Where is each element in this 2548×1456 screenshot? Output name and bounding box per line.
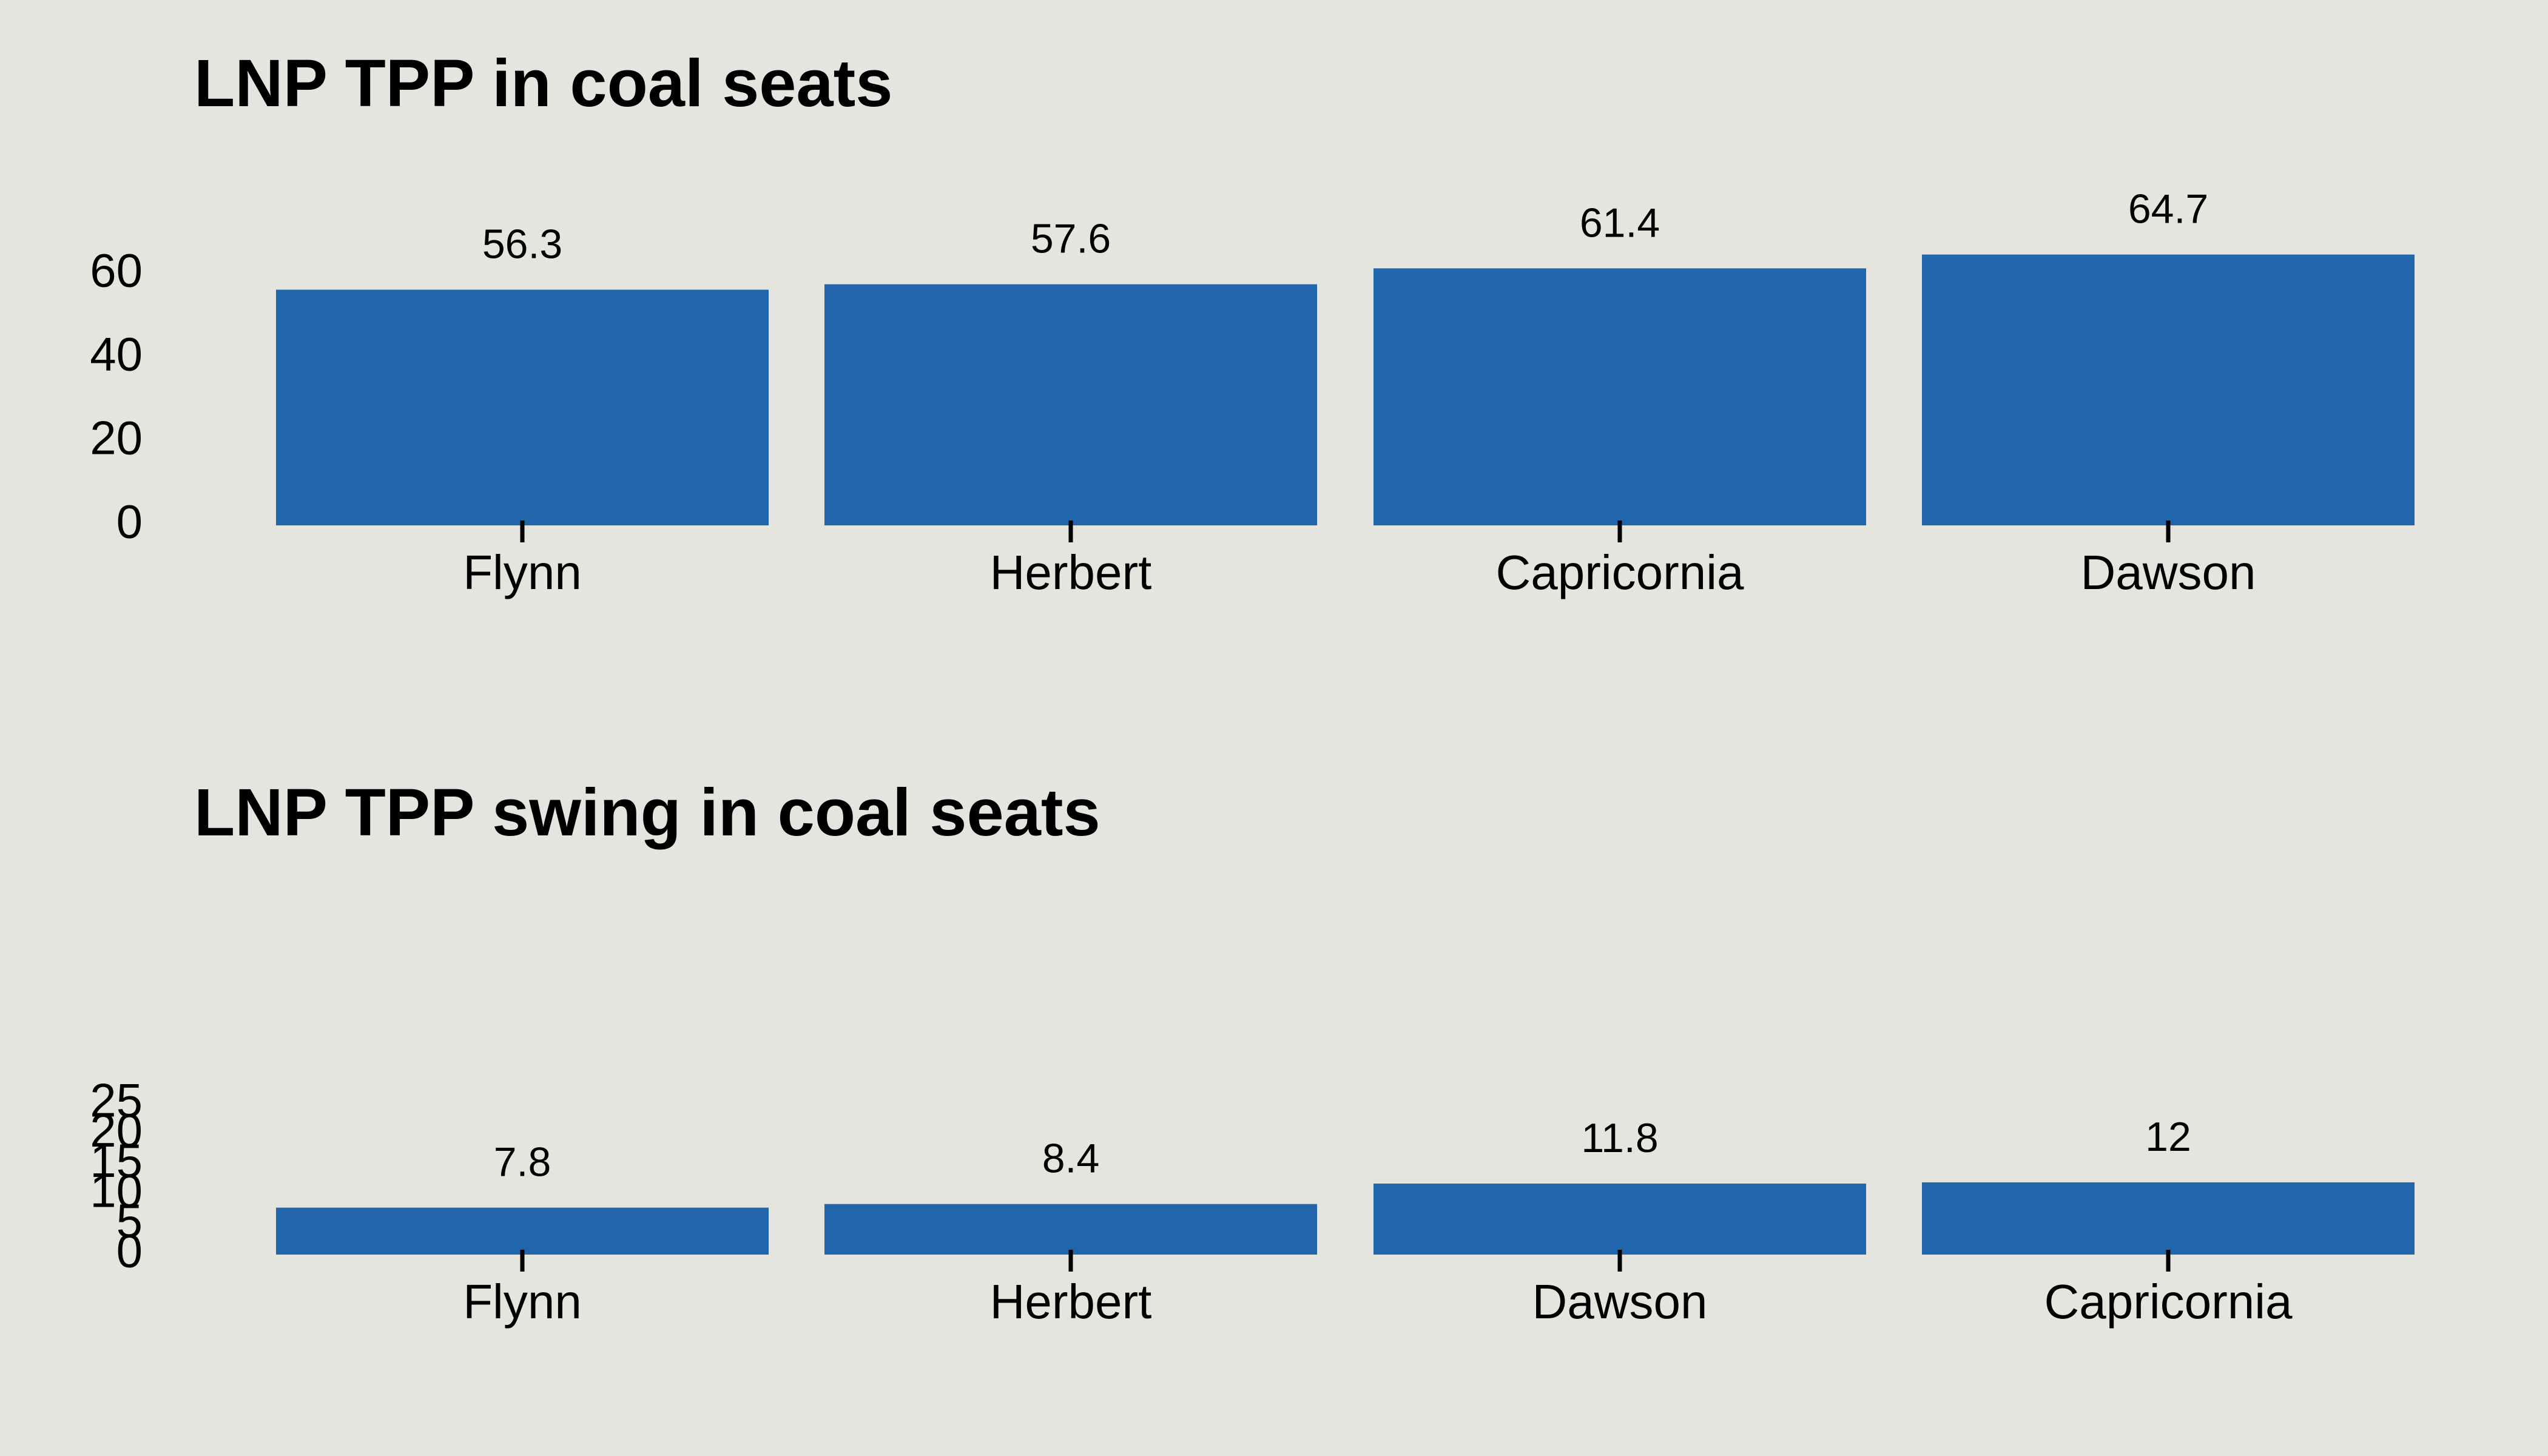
- bar: [276, 1207, 769, 1255]
- data-label: 64.7: [2128, 186, 2208, 232]
- y-tick-label: 10: [90, 1164, 143, 1217]
- y-tick-label: 60: [90, 244, 143, 297]
- data-label: 57.6: [1031, 216, 1111, 262]
- x-tick-label: Herbert: [990, 1275, 1152, 1329]
- bar: [1922, 254, 2415, 525]
- bar: [276, 289, 769, 525]
- y-tick-label: 20: [90, 411, 143, 465]
- y-tick-label: 0: [116, 495, 143, 548]
- y-tick-label: 5: [116, 1194, 143, 1247]
- bar: [1373, 268, 1866, 525]
- y-tick-label: 40: [90, 328, 143, 381]
- bar: [824, 1204, 1317, 1255]
- y-tick-label: 20: [90, 1104, 143, 1157]
- y-axis: 0 20 40 60: [90, 244, 143, 548]
- y-tick-label: 25: [90, 1074, 143, 1127]
- data-label: 56.3: [482, 221, 562, 268]
- y-tick-label: 15: [90, 1134, 143, 1187]
- x-tick-label: Capricornia: [1495, 545, 1744, 599]
- chart-title: LNP TPP in coal seats: [194, 46, 892, 121]
- x-tick-label: Dawson: [2080, 545, 2256, 599]
- bars: 56.3 57.6 61.4 64.7: [276, 186, 2415, 525]
- x-tick-label: Dawson: [1532, 1275, 1707, 1329]
- data-label: 7.8: [494, 1139, 551, 1185]
- x-tick-label: Flynn: [463, 1275, 582, 1329]
- bar: [1373, 1183, 1866, 1255]
- data-label: 61.4: [1580, 200, 1660, 246]
- x-tick-label: Herbert: [990, 545, 1152, 599]
- bar: [824, 284, 1317, 525]
- data-label: 11.8: [1581, 1115, 1658, 1161]
- chart-tpp: LNP TPP in coal seats 0 20 40 60 56.3 57.6 61…: [90, 46, 2415, 599]
- x-axis: Flynn Herbert Dawson Capricornia: [463, 1250, 2293, 1329]
- bars: 7.8 8.4 11.8 12: [276, 1114, 2415, 1255]
- y-tick-label: 0: [116, 1224, 143, 1278]
- data-label: 8.4: [1042, 1136, 1100, 1182]
- x-tick-label: Flynn: [463, 545, 582, 599]
- chart-title: LNP TPP swing in coal seats: [194, 775, 1100, 850]
- bar: [1922, 1182, 2415, 1255]
- x-axis: Flynn Herbert Capricornia Dawson: [463, 521, 2256, 599]
- data-label: 12: [2145, 1114, 2191, 1160]
- x-tick-label: Capricornia: [2044, 1275, 2293, 1329]
